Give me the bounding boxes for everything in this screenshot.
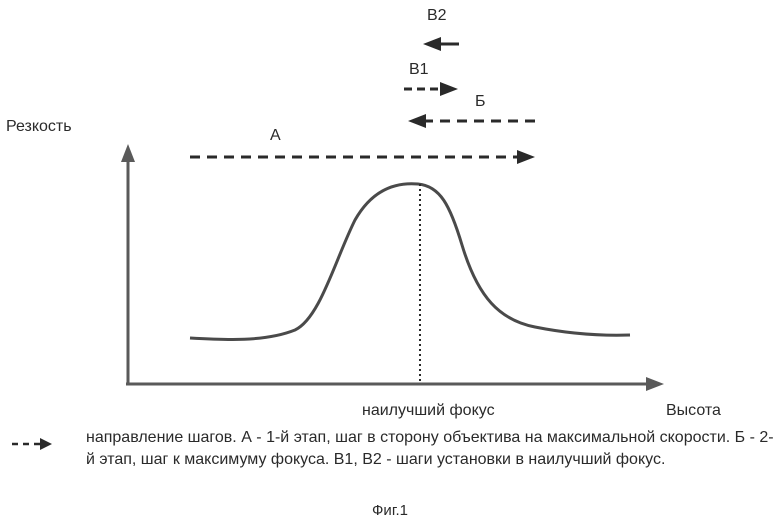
y-axis-label: Резкость <box>6 118 72 136</box>
legend-text: направление шагов. А - 1-й этап, шаг в с… <box>86 427 776 471</box>
step-v2-arrow <box>423 37 459 51</box>
sharpness-curve <box>190 184 630 340</box>
step-v1-label: В1 <box>409 61 429 78</box>
step-a-label: А <box>270 127 281 144</box>
step-b-label: Б <box>475 93 486 110</box>
step-v2-label: В2 <box>427 7 447 24</box>
x-axis-arrowhead <box>646 377 664 391</box>
figure-caption: Фиг.1 <box>0 502 780 519</box>
step-a-arrow <box>190 150 535 164</box>
y-axis-arrowhead <box>121 144 135 162</box>
dashed-arrow-icon <box>10 434 54 454</box>
step-v1-arrow <box>404 82 458 96</box>
axes <box>121 144 664 391</box>
x-axis-label: Высота <box>666 402 721 420</box>
step-b-arrow <box>408 114 535 128</box>
best-focus-label: наилучший фокус <box>362 402 495 420</box>
